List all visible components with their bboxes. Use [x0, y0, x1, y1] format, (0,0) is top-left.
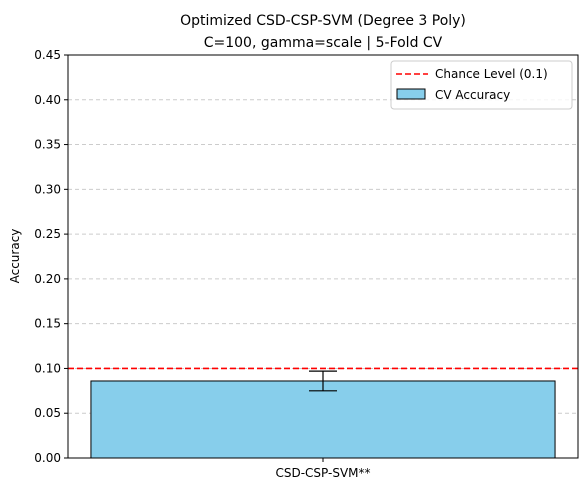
y-tick-label: 0.35	[34, 138, 61, 152]
x-tick-label: CSD-CSP-SVM**	[275, 466, 370, 480]
y-axis-ticks: 0.00 0.05 0.10 0.15 0.20 0.25 0.30 0.35 0.40 0.45	[34, 48, 68, 465]
y-tick-label: 0.40	[34, 93, 61, 107]
y-tick-label: 0.45	[34, 48, 61, 62]
y-tick-label: 0.05	[34, 406, 61, 420]
y-tick-label: 0.20	[34, 272, 61, 286]
chart-title: Optimized CSD-CSP-SVM (Degree 3 Poly) C=…	[180, 13, 466, 51]
y-tick-label: 0.10	[34, 361, 61, 375]
y-axis-label: Accuracy	[8, 229, 22, 284]
chart-title-line-1: Optimized CSD-CSP-SVM (Degree 3 Poly)	[180, 13, 466, 29]
y-tick-label: 0.30	[34, 182, 61, 196]
y-tick-label: 0.15	[34, 317, 61, 331]
legend-cv-accuracy-label: CV Accuracy	[435, 88, 510, 102]
x-axis-ticks: CSD-CSP-SVM**	[275, 458, 370, 480]
bars	[91, 381, 555, 458]
legend-chance-level-label: Chance Level (0.1)	[435, 67, 548, 81]
y-gridlines	[68, 100, 578, 413]
bar	[91, 381, 555, 458]
y-tick-label: 0.25	[34, 227, 61, 241]
legend: Chance Level (0.1) CV Accuracy	[391, 61, 572, 109]
chart-title-line-2: C=100, gamma=scale | 5-Fold CV	[204, 35, 443, 51]
legend-cv-accuracy-swatch	[397, 89, 425, 99]
y-tick-label: 0.00	[34, 451, 61, 465]
